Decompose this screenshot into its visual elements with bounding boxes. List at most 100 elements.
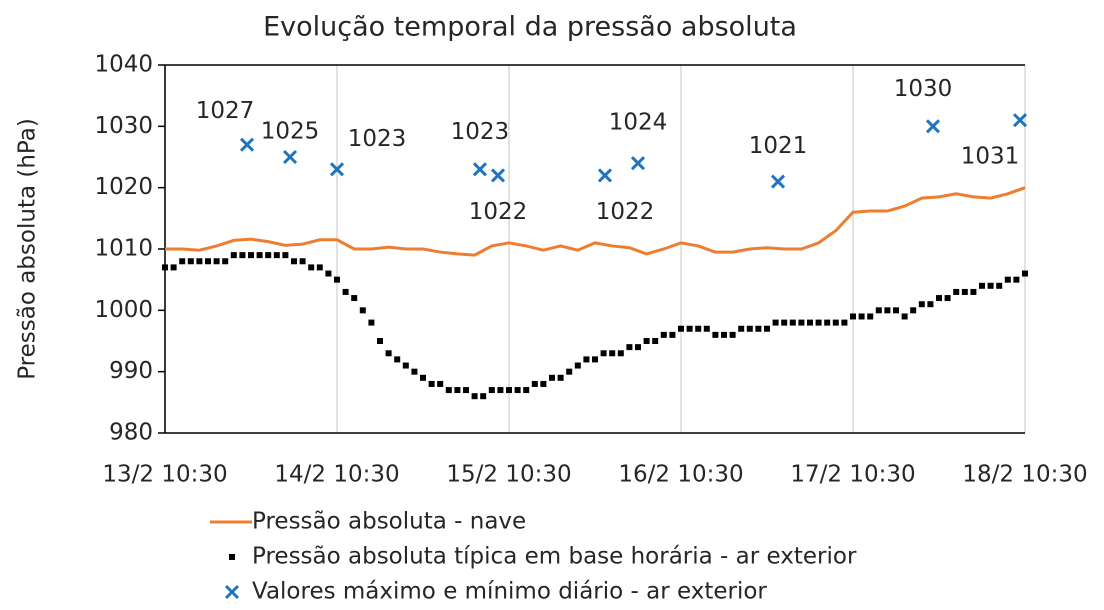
x-tick-label: 18/2 10:30 [962, 462, 1087, 488]
square-point [738, 325, 745, 332]
square-point [996, 282, 1003, 289]
legend-label: Pressão absoluta - nave [252, 509, 526, 535]
square-point [600, 350, 607, 357]
line [165, 186, 1026, 257]
x-tick-label: 14/2 10:30 [274, 462, 399, 488]
square-point [660, 331, 667, 338]
square-point [635, 344, 641, 351]
square-point [815, 319, 822, 326]
square-point [394, 356, 401, 363]
square-point [265, 252, 272, 259]
square-point [884, 307, 891, 314]
square-point [385, 350, 392, 357]
legend-label: Valores máximo e mínimo diário - ar exte… [252, 579, 767, 605]
square-point [170, 264, 177, 271]
square-point [643, 338, 650, 344]
square-point [772, 319, 779, 326]
data-label: 1031 [961, 144, 1020, 170]
legend-swatch [229, 554, 235, 560]
y-tick-label: 1040 [94, 52, 153, 78]
square-point [428, 380, 435, 387]
square-point [755, 325, 762, 332]
square-point [187, 258, 194, 265]
data-label: 1025 [261, 119, 320, 145]
square-point [377, 338, 383, 344]
square-point [609, 350, 616, 357]
square-point [248, 252, 254, 259]
square-point [893, 307, 899, 314]
square-point [695, 325, 702, 332]
square-point [351, 295, 358, 302]
square-point [205, 258, 211, 265]
square-point [342, 288, 349, 295]
square-point [316, 264, 323, 271]
y-tick-label: 1030 [94, 113, 153, 139]
square-point [841, 319, 848, 326]
square-point [196, 258, 203, 265]
square-point [359, 307, 366, 314]
x-point [770, 174, 786, 189]
square-point [463, 387, 469, 394]
square-point [764, 325, 770, 332]
y-tick-label: 990 [109, 358, 153, 384]
square-point [910, 307, 917, 314]
square-point [334, 276, 340, 283]
square-point [531, 380, 538, 387]
legend-label: Pressão absoluta típica em base horária … [252, 544, 857, 570]
y-tick-label: 1020 [94, 174, 153, 200]
square-point [721, 331, 727, 338]
square-point [712, 331, 719, 338]
square-point [402, 362, 409, 369]
data-label: 1023 [451, 119, 510, 145]
square-point [368, 319, 375, 326]
square-point [901, 313, 908, 320]
square-point [213, 258, 220, 265]
square-point [961, 288, 968, 295]
square-point [256, 252, 263, 259]
square-point [1022, 270, 1028, 277]
square-point [875, 307, 882, 314]
x-tick-label: 16/2 10:30 [618, 462, 743, 488]
square-point [566, 368, 573, 375]
square-point [239, 252, 246, 259]
x-point [329, 162, 345, 177]
data-label: 1024 [609, 110, 668, 136]
data-label: 1022 [469, 199, 528, 225]
square-point [592, 356, 598, 363]
square-point [1004, 276, 1011, 283]
x-point [282, 149, 298, 165]
square-point [282, 252, 289, 259]
square-point [850, 313, 856, 320]
x-tick-label: 17/2 10:30 [790, 462, 915, 488]
square-point [669, 331, 676, 338]
x-point [630, 156, 646, 171]
square-point [867, 313, 874, 320]
square-point [437, 380, 444, 387]
square-point [506, 387, 512, 394]
square-point [970, 288, 977, 295]
square-point [617, 350, 624, 357]
data-label: 1030 [894, 76, 953, 102]
square-point [273, 252, 280, 259]
square-point [471, 393, 478, 400]
square-point [497, 387, 504, 394]
square-point [987, 282, 994, 289]
square-point [703, 325, 710, 332]
square-point [781, 319, 788, 326]
square-point [626, 344, 633, 351]
legend-swatch [224, 584, 240, 600]
x-point [597, 168, 613, 183]
square-point [1013, 276, 1020, 283]
square-point [411, 368, 418, 375]
square-point [953, 288, 960, 295]
square-point [583, 356, 590, 363]
square-point [162, 264, 168, 271]
square-point [299, 258, 306, 265]
square-point [944, 295, 951, 302]
x-tick-label: 13/2 10:30 [102, 462, 227, 488]
square-point [858, 313, 865, 320]
square-point [927, 301, 934, 308]
x-point [490, 168, 506, 183]
x-point [925, 119, 941, 134]
square-point [979, 282, 985, 289]
